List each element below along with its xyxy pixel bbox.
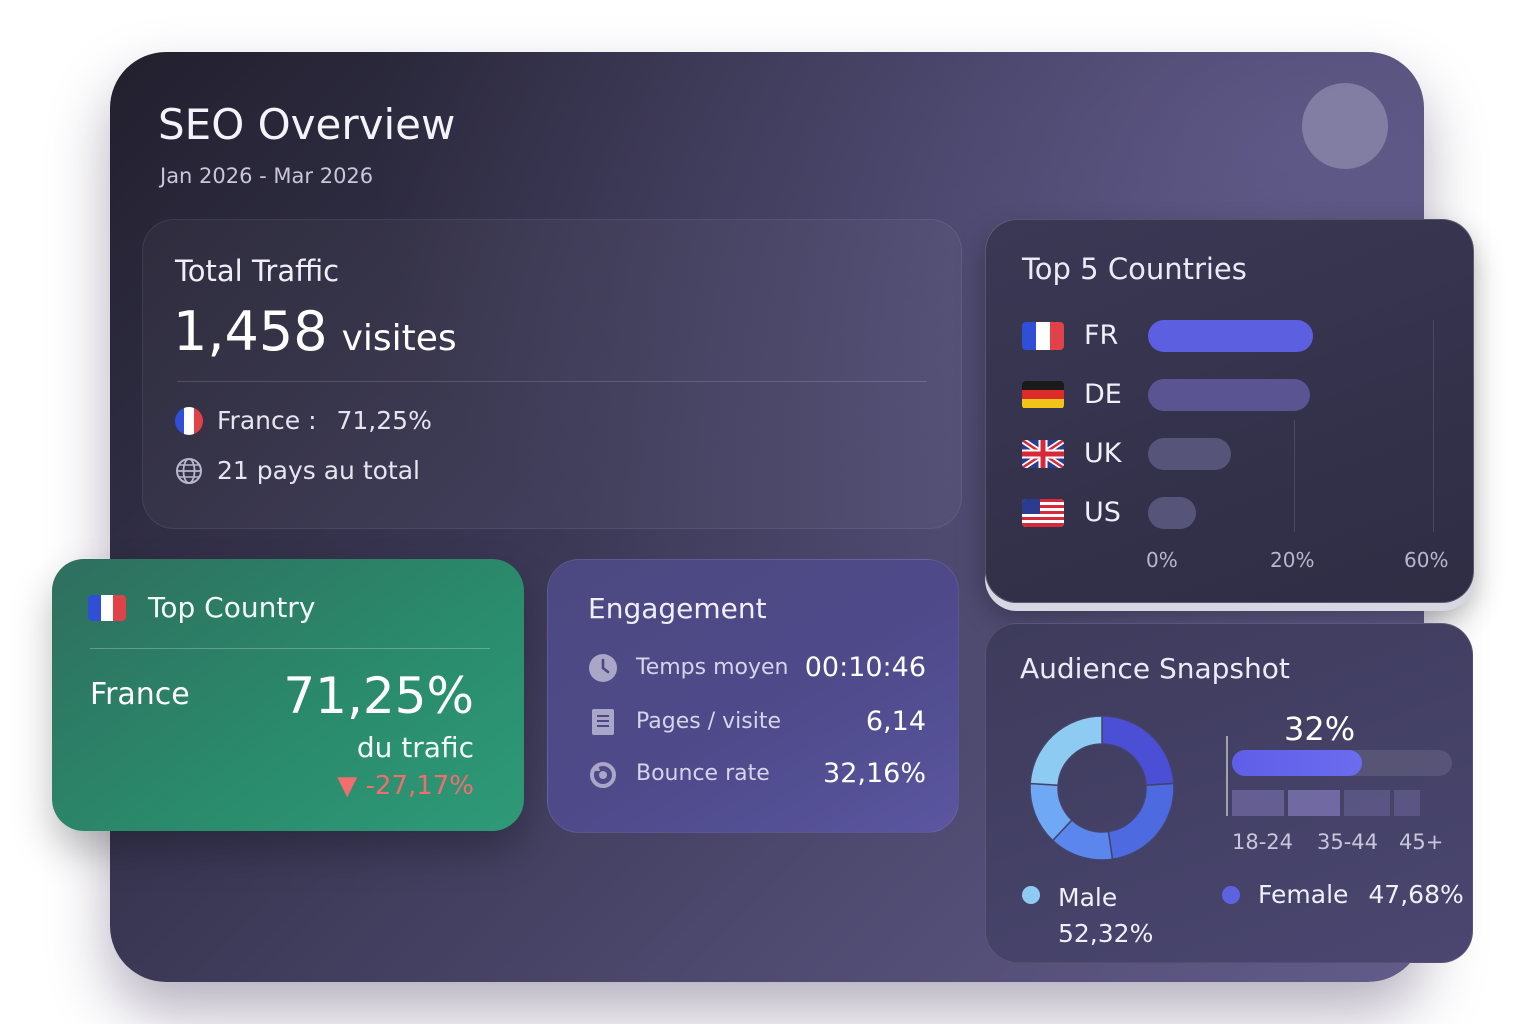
grid-line: [1433, 320, 1434, 532]
top-country-label: Top Country: [148, 591, 316, 624]
engagement-row-bounce: Bounce rate 32,16%: [588, 758, 926, 789]
engagement-value: 32,16%: [823, 758, 926, 789]
globe-icon: [176, 457, 202, 484]
male-value: 52,32%: [1058, 919, 1154, 948]
age-segment: [1232, 790, 1284, 816]
legend-female: Female 47,68%: [1222, 880, 1464, 909]
germany-flag-icon: [1022, 380, 1064, 409]
document-icon: [592, 708, 614, 735]
engagement-value: 6,14: [865, 706, 926, 737]
male-dot-icon: [1022, 886, 1040, 904]
country-bar-fr: [1148, 320, 1313, 352]
france-share-row: France : 71,25%: [175, 406, 432, 435]
clock-icon: [589, 653, 617, 682]
total-traffic-card: Total Traffic 1,458 visites France : 71,2…: [142, 219, 962, 529]
female-segment: [1107, 782, 1175, 861]
country-row-us: US: [1022, 497, 1148, 528]
country-code: DE: [1084, 379, 1122, 410]
axis-label: 20%: [1270, 548, 1315, 572]
age-label: 45+: [1399, 830, 1444, 854]
engagement-row-time: Temps moyen 00:10:46: [588, 652, 926, 683]
grid-line: [1294, 420, 1295, 532]
engagement-label: Engagement: [588, 592, 767, 625]
bounce-icon: [590, 761, 616, 788]
engagement-key: Bounce rate: [636, 761, 770, 786]
date-range[interactable]: Jan 2026 - Mar 2026: [160, 164, 374, 188]
female-segment: [1101, 715, 1175, 787]
country-code: US: [1084, 497, 1121, 528]
engagement-value: 00:10:46: [804, 652, 926, 683]
country-row-uk: UK: [1022, 438, 1148, 469]
total-traffic-label: Total Traffic: [175, 254, 340, 288]
age-percent: 32%: [1284, 710, 1356, 748]
engagement-row-pages: Pages / visite 6,14: [588, 706, 926, 737]
top-country-card: Top Country France 71,25% du trafic ▼ -2…: [52, 559, 524, 831]
female-dot-icon: [1222, 886, 1240, 904]
top-country-sub: du trafic: [356, 731, 474, 764]
legend-male: Male 52,32%: [1022, 880, 1153, 952]
countries-total-row: 21 pays au total: [175, 456, 420, 485]
axis-label: 60%: [1404, 548, 1449, 572]
age-segment: [1288, 790, 1340, 816]
total-traffic-value: 1,458 visites: [173, 300, 457, 363]
female-label: Female: [1258, 880, 1349, 909]
traffic-count: 1,458: [173, 300, 328, 363]
age-segment: [1394, 790, 1420, 816]
france-flag-icon: [175, 406, 203, 435]
countries-total-text: 21 pays au total: [217, 456, 420, 485]
top-country-name: France: [90, 677, 190, 712]
page-title: SEO Overview: [158, 100, 456, 149]
engagement-key: Pages / visite: [636, 709, 781, 734]
top-countries-card: Top 5 Countries FR DE UK US 0% 20: [985, 219, 1474, 603]
top-countries-label: Top 5 Countries: [1022, 252, 1247, 286]
age-bar-fill: [1232, 750, 1362, 776]
engagement-key: Temps moyen: [636, 655, 789, 680]
country-code: UK: [1084, 438, 1122, 469]
france-share-label: France :: [217, 406, 317, 435]
axis-label: 0%: [1146, 548, 1178, 572]
engagement-card: Engagement Temps moyen 00:10:46 Pages / …: [547, 559, 959, 833]
top-country-header: Top Country: [88, 591, 315, 624]
traffic-unit: visites: [341, 318, 457, 359]
top-country-percent: 71,25%: [283, 667, 474, 725]
avatar[interactable]: [1302, 83, 1388, 169]
age-label: 18-24: [1232, 830, 1294, 854]
gender-donut-chart: [1029, 715, 1175, 861]
age-axis-line: [1226, 736, 1228, 816]
country-row-de: DE: [1022, 379, 1148, 410]
age-segment: [1344, 790, 1390, 816]
audience-card: Audience Snapshot 32% 18-24 35-44 45+ Ma…: [985, 623, 1473, 963]
france-flag-icon: [1022, 321, 1064, 350]
country-bar-us: [1148, 497, 1196, 529]
uk-flag-icon: [1022, 439, 1064, 468]
female-value: 47,68%: [1368, 880, 1464, 909]
audience-label: Audience Snapshot: [1020, 652, 1290, 685]
country-bar-uk: [1148, 438, 1231, 470]
divider: [90, 648, 490, 649]
male-label: Male: [1058, 883, 1118, 912]
country-code: FR: [1084, 320, 1119, 351]
france-share-value: 71,25%: [336, 406, 432, 435]
country-row-fr: FR: [1022, 320, 1148, 351]
male-segment: [1029, 715, 1103, 787]
top-country-delta: ▼ -27,17%: [337, 771, 474, 801]
age-label: 35-44: [1317, 830, 1379, 854]
us-flag-icon: [1022, 498, 1064, 527]
france-flag-icon: [88, 594, 126, 621]
divider: [177, 381, 927, 382]
country-bar-de: [1148, 379, 1310, 411]
